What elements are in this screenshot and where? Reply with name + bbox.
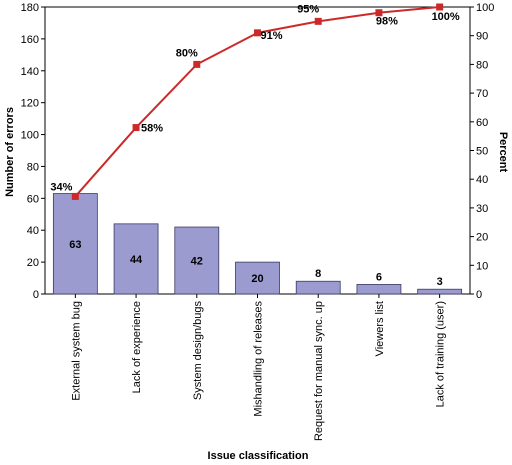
y-tick-label: 120 (21, 98, 39, 110)
y-axis-left: 0 20 40 60 80 100 120 140 160 180 (21, 2, 45, 301)
x-tick-label: Request for manual sync. up (313, 301, 325, 441)
x-axis: External system bug Lack of experience Sys… (70, 294, 447, 441)
y-tick-label: 20 (27, 257, 39, 269)
percent-label: 100% (432, 11, 460, 23)
y2-tick-label: 50 (476, 146, 488, 158)
x-tick-label: Lack of experience (131, 301, 143, 393)
percent-label: 80% (176, 47, 198, 59)
bar (174, 226, 220, 295)
percent-label: 91% (260, 30, 282, 42)
y-tick-label: 60 (27, 193, 39, 205)
y2-tick-label: 80 (476, 59, 488, 71)
y2-tick-label: 10 (476, 260, 488, 272)
plot-area (44, 6, 471, 295)
bar (113, 223, 159, 295)
y-tick-label: 180 (21, 2, 39, 14)
bar-value-label: 8 (315, 268, 321, 280)
cumulative-marker (71, 192, 79, 200)
plot-frame (44, 6, 471, 295)
y-tick-label: 80 (27, 161, 39, 173)
bar-value-label: 20 (251, 273, 263, 285)
cumulative-marker (193, 60, 201, 68)
cumulative-marker (254, 29, 261, 37)
bar-value-label: 3 (437, 276, 443, 288)
x-tick-label: Mishandling of releases (253, 301, 265, 417)
y-tick-label: 140 (21, 66, 39, 78)
y2-tick-label: 20 (476, 232, 488, 244)
x-tick-label: System design/bugs (192, 301, 204, 401)
y2-tick-label: 40 (476, 174, 488, 186)
y2-tick-label: 100 (476, 2, 494, 14)
bar-value-label: 42 (191, 256, 203, 268)
bar-value-label: 6 (376, 271, 382, 283)
x-axis-title: Issue classification (208, 450, 309, 462)
y-axis-title: Number of errors (4, 107, 16, 197)
bar-value-label: 63 (69, 239, 81, 251)
bar-series (52, 193, 463, 295)
y2-tick-label: 70 (476, 88, 488, 100)
y-tick-label: 0 (33, 289, 39, 301)
bar (52, 193, 98, 295)
y2-tick-label: 0 (476, 289, 482, 301)
x-tick-label: Viewers list (374, 301, 386, 356)
bar (295, 280, 341, 295)
percent-label: 95% (297, 3, 319, 15)
cumulative-marker (314, 17, 322, 25)
percent-label: 98% (376, 16, 398, 28)
y2-tick-label: 30 (476, 203, 488, 215)
y-tick-label: 100 (21, 130, 39, 142)
bar (356, 284, 402, 295)
percent-label: 58% (141, 123, 163, 135)
cumulative-marker (132, 124, 140, 132)
bar (417, 288, 463, 295)
x-tick-label: Lack of training (user) (435, 301, 447, 407)
percent-labels: 34% 58% 80% 91% 95% 98% 100% (50, 3, 460, 193)
bar-value-label: 44 (130, 254, 143, 266)
y-tick-label: 40 (27, 225, 39, 237)
y2-axis-title: Percent (497, 132, 509, 173)
percent-label: 34% (50, 181, 72, 193)
cumulative-marker (436, 3, 444, 11)
x-tick-label: External system bug (70, 301, 82, 401)
bar (235, 261, 280, 295)
y2-tick-label: 60 (476, 117, 488, 129)
y-axis-right: 0 10 20 30 40 50 60 70 80 90 100 (470, 2, 494, 301)
cumulative-marker (375, 9, 383, 17)
cumulative-percent-series (71, 3, 444, 200)
y2-tick-label: 90 (476, 31, 488, 43)
y-tick-label: 160 (21, 34, 39, 46)
